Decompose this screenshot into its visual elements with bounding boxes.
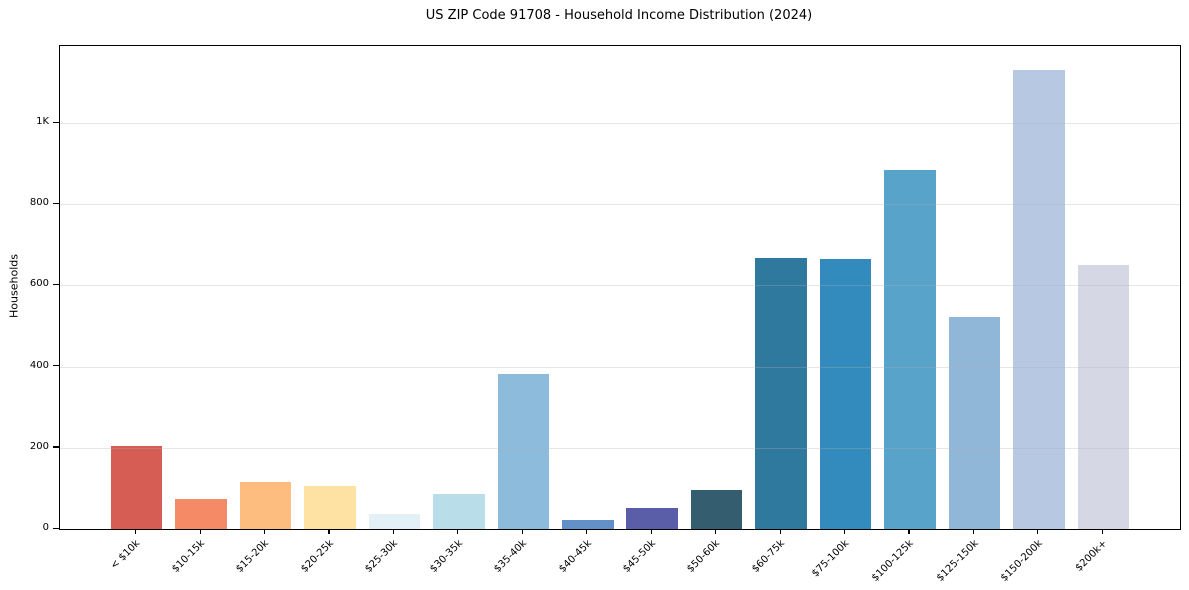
bar-$20-25k bbox=[304, 485, 356, 529]
plot-area bbox=[59, 45, 1181, 530]
y-tick-label-1K: 1K bbox=[36, 116, 49, 128]
x-tick-mark-$75-100k bbox=[843, 529, 846, 535]
bar-$35-40k bbox=[497, 374, 550, 529]
x-tick-mark-$125-150k bbox=[972, 529, 975, 535]
x-tick-label-< $10k: < $10k bbox=[108, 538, 143, 572]
x-tick-label-$40-45k: $40-45k bbox=[556, 538, 594, 575]
x-tick-label-$15-20k: $15-20k bbox=[234, 538, 272, 575]
x-tick-label-$60-75k: $60-75k bbox=[749, 538, 787, 575]
x-tick-label-$200k+: $200k+ bbox=[1073, 538, 1110, 574]
x-tick-mark-$40-45k bbox=[586, 529, 588, 535]
x-tick-mark-$35-40k bbox=[521, 529, 523, 535]
x-tick-mark-$100-125k bbox=[908, 529, 910, 535]
x-tick-label-$10-15k: $10-15k bbox=[169, 538, 207, 575]
y-tick-mark-0 bbox=[53, 527, 59, 529]
x-tick-label-$30-35k: $30-35k bbox=[427, 538, 465, 575]
x-tick-label-$45-50k: $45-50k bbox=[621, 538, 659, 575]
gridline-200 bbox=[60, 447, 1180, 449]
gridline-400 bbox=[60, 366, 1180, 368]
x-tick-label-$75-100k: $75-100k bbox=[809, 538, 852, 580]
x-tick-mark-$45-50k bbox=[650, 529, 652, 535]
bar-$125-150k bbox=[948, 316, 1001, 529]
x-tick-label-$35-40k: $35-40k bbox=[492, 538, 530, 575]
bar-$25-30k bbox=[368, 513, 421, 529]
bar-$50-60k bbox=[690, 489, 743, 529]
x-tick-mark-$15-20k bbox=[263, 529, 266, 535]
bar-$150-200k bbox=[1013, 70, 1065, 529]
bar-$15-20k bbox=[239, 481, 292, 529]
x-tick-mark-$50-60k bbox=[715, 529, 717, 535]
gridline-800 bbox=[60, 204, 1180, 206]
bar-$10-15k bbox=[175, 499, 227, 529]
y-tick-label-0: 0 bbox=[42, 522, 49, 533]
chart-title: US ZIP Code 91708 - Household Income Dis… bbox=[425, 8, 813, 23]
y-tick-mark-1K bbox=[53, 121, 59, 123]
x-tick-label-$20-25k: $20-25k bbox=[298, 538, 336, 575]
x-tick-label-$125-150k: $125-150k bbox=[934, 538, 981, 584]
x-tick-mark-$200k+ bbox=[1101, 529, 1103, 535]
bar-$30-35k bbox=[433, 494, 485, 529]
bar-< $10k bbox=[110, 445, 163, 529]
x-tick-label-$150-200k: $150-200k bbox=[998, 538, 1045, 584]
x-tick-label-$50-60k: $50-60k bbox=[685, 538, 723, 575]
y-tick-mark-800 bbox=[53, 202, 59, 204]
y-tick-mark-600 bbox=[53, 283, 59, 286]
y-tick-label-600: 600 bbox=[29, 278, 49, 290]
y-tick-mark-400 bbox=[53, 365, 59, 367]
y-tick-label-800: 800 bbox=[29, 197, 49, 209]
bar-$200k+ bbox=[1077, 264, 1130, 529]
gridline-600 bbox=[60, 285, 1180, 287]
x-tick-mark-$60-75k bbox=[779, 529, 781, 535]
bar-$40-45k bbox=[562, 520, 614, 529]
x-tick-label-$25-30k: $25-30k bbox=[363, 538, 401, 575]
x-tick-mark-< $10k bbox=[135, 529, 137, 535]
x-tick-mark-$30-35k bbox=[457, 529, 459, 535]
y-tick-label-400: 400 bbox=[29, 359, 49, 371]
bar-$45-50k bbox=[626, 507, 678, 529]
x-tick-label-$100-125k: $100-125k bbox=[869, 538, 916, 584]
x-tick-mark-$20-25k bbox=[328, 529, 330, 535]
bar-$75-100k bbox=[819, 259, 872, 529]
bar-$60-75k bbox=[755, 257, 807, 529]
y-tick-mark-200 bbox=[53, 446, 59, 448]
bar-$100-125k bbox=[884, 169, 936, 529]
x-tick-mark-$25-30k bbox=[392, 529, 395, 535]
x-tick-mark-$150-200k bbox=[1037, 529, 1039, 535]
x-tick-mark-$10-15k bbox=[199, 529, 201, 535]
y-tick-label-200: 200 bbox=[29, 440, 49, 452]
gridline-1K bbox=[60, 123, 1180, 125]
